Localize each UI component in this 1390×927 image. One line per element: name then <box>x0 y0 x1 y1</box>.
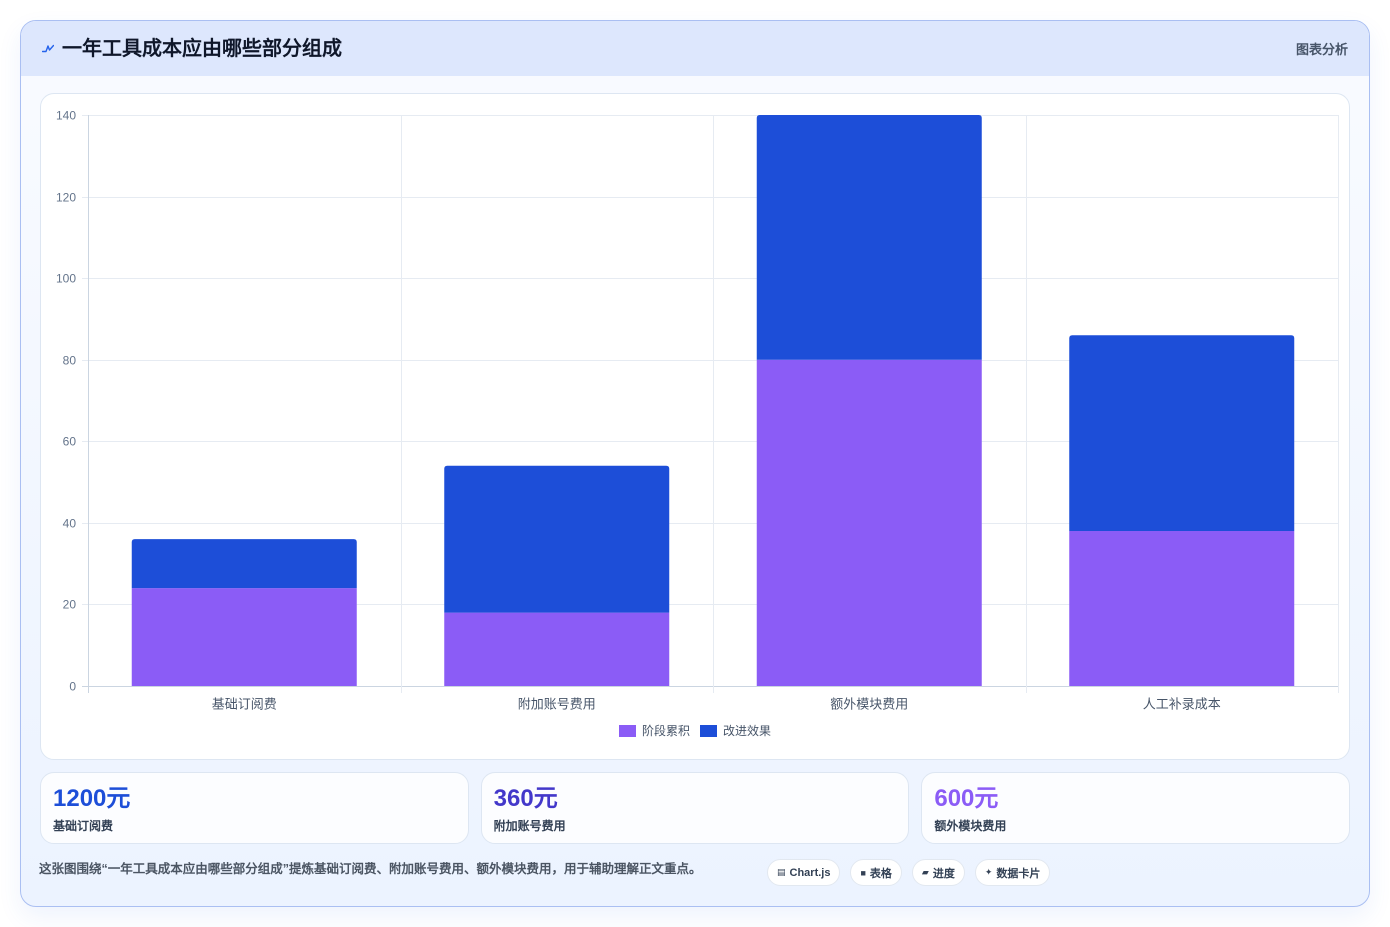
progress-icon: ▰ <box>921 867 929 877</box>
stat-card-extra-modules: 600元 额外模块费用 <box>921 772 1351 844</box>
stacked-bar-chart: 0 20 40 60 80 100 120 140 基础订阅费 附加账号费用 额外模块费用 人工补录成… <box>56 109 1339 738</box>
bar-series-0-category-1 <box>444 612 670 686</box>
card-type-tag: 图表分析 <box>1295 42 1348 57</box>
legend-item[interactable]: 阶段累积 <box>619 723 690 738</box>
y-tick-label: 120 <box>56 191 76 205</box>
y-tick-label: 40 <box>63 517 77 531</box>
card-header: 一年工具成本应由哪些部分组成 图表分析 <box>21 21 1369 76</box>
chart-card: 一年工具成本应由哪些部分组成 图表分析 0 20 40 60 80 100 120 140 基础… <box>20 20 1370 907</box>
legend-label: 改进效果 <box>723 723 771 738</box>
y-tick-label: 0 <box>69 680 76 694</box>
bar-series-0-category-3 <box>1069 531 1295 686</box>
stat-card-basic-subscription: 1200元 基础订阅费 <box>40 772 469 844</box>
legend-item[interactable]: 改进效果 <box>700 723 771 738</box>
stat-label: 基础订阅费 <box>53 819 114 833</box>
bar-series-1-category-1 <box>444 465 670 613</box>
sparkle-icon: ✦ <box>984 867 993 877</box>
card-title: 一年工具成本应由哪些部分组成 <box>62 37 342 60</box>
chip-label: Chart.js <box>789 866 831 879</box>
chip-label: 数据卡片 <box>996 867 1041 880</box>
chart-icon: ▤ <box>777 867 786 877</box>
legend-swatch <box>700 725 717 737</box>
stat-value: 600元 <box>934 785 999 812</box>
y-tick-label: 80 <box>63 354 77 368</box>
stat-label: 额外模块费用 <box>934 819 1007 833</box>
y-tick-label: 140 <box>56 109 76 123</box>
chart-description: 这张图围绕“一年工具成本应由哪些部分组成”提炼基础订阅费、附加账号费用、额外模块… <box>39 862 702 876</box>
x-tick-label: 附加账号费用 <box>518 697 596 712</box>
stat-value: 1200元 <box>53 785 131 812</box>
table-icon: ■ <box>860 867 866 878</box>
chip-label: 表格 <box>869 867 892 880</box>
x-tick-label: 基础订阅费 <box>212 697 277 712</box>
stat-card-extra-accounts: 360元 附加账号费用 <box>480 772 910 844</box>
chip-progress: ▰ 进度 <box>911 859 965 886</box>
stat-cards: 1200元 基础订阅费 360元 附加账号费用 600元 额外模块费用 <box>40 772 1351 844</box>
chip-table: ■ 表格 <box>850 859 902 886</box>
chip-label: 进度 <box>932 867 955 880</box>
legend-swatch <box>619 725 636 737</box>
stat-value: 360元 <box>493 785 558 812</box>
bar-series-1-category-2 <box>756 115 982 360</box>
feature-chips: ▤ Chart.js ■ 表格 ▰ 进度 ✦ 数据卡片 <box>767 859 1051 886</box>
bar-series-0-category-0 <box>131 588 357 686</box>
bar-series-0-category-2 <box>756 359 982 686</box>
x-tick-label: 人工补录成本 <box>1143 697 1221 712</box>
y-tick-label: 60 <box>63 435 77 449</box>
x-tick-label: 额外模块费用 <box>830 697 908 712</box>
legend-label: 阶段累积 <box>642 723 690 738</box>
chip-data-cards: ✦ 数据卡片 <box>974 859 1051 886</box>
bar-series-1-category-0 <box>131 539 357 589</box>
chart-panel: 0 20 40 60 80 100 120 140 基础订阅费 附加账号费用 额外模块费用 人工补录成… <box>40 93 1350 760</box>
stat-label: 附加账号费用 <box>493 819 566 833</box>
trend-line-icon <box>42 44 56 54</box>
y-tick-label: 20 <box>63 598 77 612</box>
chip-chartjs: ▤ Chart.js <box>767 859 841 886</box>
y-tick-label: 100 <box>56 272 76 286</box>
bar-series-1-category-3 <box>1069 335 1295 532</box>
